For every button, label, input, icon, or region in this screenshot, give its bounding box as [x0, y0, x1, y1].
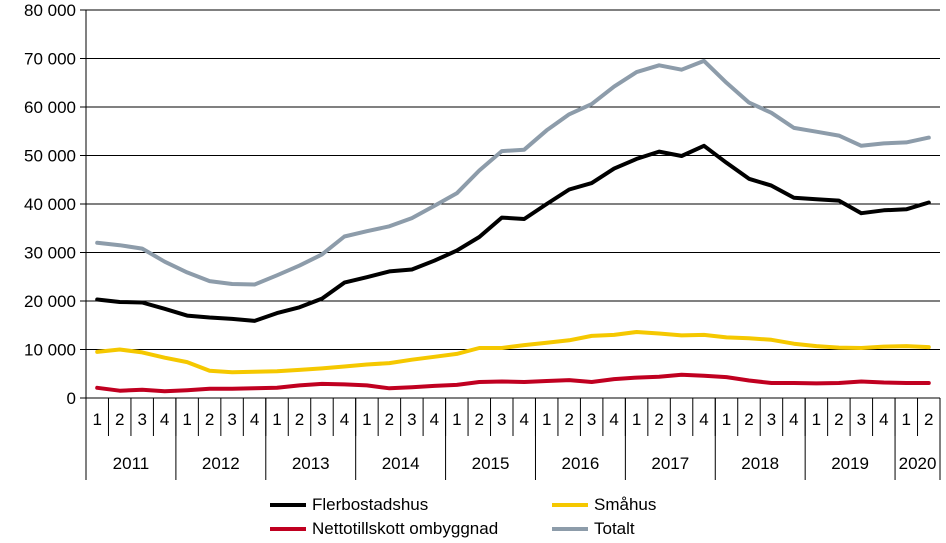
y-tick-label: 0 — [67, 389, 76, 408]
x-year-label: 2019 — [831, 454, 869, 473]
x-year-label: 2017 — [651, 454, 689, 473]
x-quarter-label: 4 — [879, 410, 888, 429]
x-quarter-label: 1 — [722, 410, 731, 429]
x-quarter-label: 1 — [812, 410, 821, 429]
legend-label: Småhus — [594, 495, 657, 514]
x-quarter-label: 3 — [407, 410, 416, 429]
x-quarter-label: 4 — [430, 410, 439, 429]
x-quarter-label: 4 — [250, 410, 259, 429]
series-line-totalt — [95, 58, 931, 287]
legend-label: Flerbostadshus — [312, 495, 429, 514]
series-line-nettotillskott-ombyggnad — [95, 372, 931, 394]
x-quarter-label: 3 — [137, 410, 146, 429]
legend-item-flerbostadshus: Flerbostadshus — [270, 494, 428, 516]
x-quarter-label: 2 — [205, 410, 214, 429]
y-tick-label: 50 000 — [24, 147, 76, 166]
x-quarter-label: 2 — [654, 410, 663, 429]
x-year-label: 2018 — [741, 454, 779, 473]
x-quarter-label: 3 — [227, 410, 236, 429]
x-quarter-label: 4 — [160, 410, 169, 429]
series-line-smahus — [95, 330, 931, 375]
x-year-label: 2014 — [382, 454, 420, 473]
x-year-label: 2020 — [899, 454, 937, 473]
axes — [80, 9, 941, 480]
x-quarter-label: 4 — [520, 410, 529, 429]
x-quarter-label: 4 — [789, 410, 798, 429]
x-year-label: 2013 — [292, 454, 330, 473]
axis-labels: 0 10 000 20 000 30 000 40 000 50 000 60 000 70 … — [24, 1, 936, 473]
x-year-label: 2015 — [472, 454, 510, 473]
y-tick-label: 60 000 — [24, 98, 76, 117]
x-quarter-label: 2 — [834, 410, 843, 429]
x-quarter-label: 3 — [857, 410, 866, 429]
x-year-label: 2012 — [202, 454, 240, 473]
x-quarter-label: 1 — [362, 410, 371, 429]
x-quarter-label: 4 — [699, 410, 708, 429]
legend-item-nettotillskott-ombyggnad: Nettotillskott ombyggnad — [270, 518, 498, 540]
x-quarter-label: 2 — [115, 410, 124, 429]
legend: Flerbostadshus Småhus Nettotillskott omb… — [270, 494, 690, 542]
y-tick-label: 40 000 — [24, 195, 76, 214]
x-quarter-label: 1 — [93, 410, 102, 429]
x-quarter-label: 1 — [542, 410, 551, 429]
y-tick-label: 30 000 — [24, 244, 76, 263]
x-quarter-label: 1 — [452, 410, 461, 429]
legend-swatch — [552, 503, 588, 507]
legend-swatch — [270, 503, 306, 507]
x-quarter-label: 3 — [677, 410, 686, 429]
x-quarter-label: 3 — [497, 410, 506, 429]
gridlines — [86, 9, 940, 350]
series-line-flerbostadshus — [95, 143, 931, 323]
x-quarter-label: 1 — [632, 410, 641, 429]
x-quarter-label: 1 — [902, 410, 911, 429]
y-tick-label: 10 000 — [24, 341, 76, 360]
x-quarter-label: 2 — [744, 410, 753, 429]
x-quarter-label: 2 — [564, 410, 573, 429]
x-year-label: 2011 — [113, 454, 150, 473]
legend-item-smahus: Småhus — [552, 494, 656, 516]
y-tick-label: 80 000 — [24, 1, 76, 20]
x-quarter-label: 2 — [475, 410, 484, 429]
x-quarter-label: 3 — [317, 410, 326, 429]
legend-label: Totalt — [594, 519, 635, 538]
x-quarter-label: 2 — [385, 410, 394, 429]
x-quarter-label: 1 — [182, 410, 191, 429]
x-quarter-label: 4 — [609, 410, 618, 429]
legend-item-totalt: Totalt — [552, 518, 635, 540]
legend-swatch — [270, 527, 306, 531]
legend-label: Nettotillskott ombyggnad — [312, 519, 499, 538]
legend-swatch — [552, 527, 588, 531]
y-tick-label: 20 000 — [24, 292, 76, 311]
x-quarter-label: 2 — [295, 410, 304, 429]
series-lines — [95, 58, 931, 394]
y-tick-label: 70 000 — [24, 50, 76, 69]
x-year-label: 2016 — [562, 454, 600, 473]
x-quarter-label: 3 — [767, 410, 776, 429]
x-quarter-label: 2 — [924, 410, 933, 429]
x-quarter-label: 1 — [272, 410, 281, 429]
x-quarter-label: 4 — [340, 410, 349, 429]
x-quarter-label: 3 — [587, 410, 596, 429]
